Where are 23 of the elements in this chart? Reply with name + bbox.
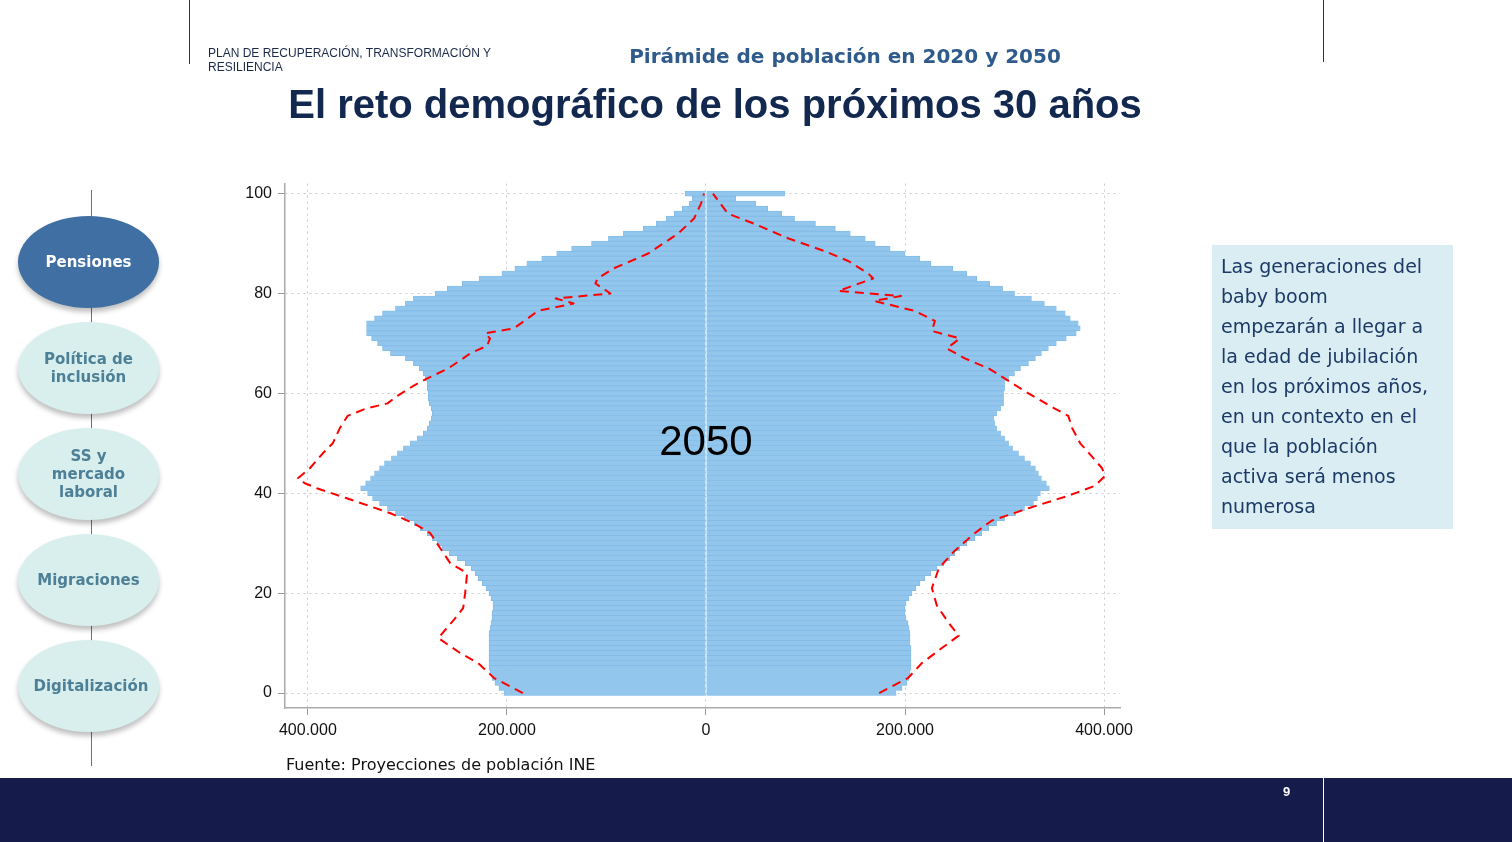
chart-subtitle: Pirámide de población en 2020 y 2050 bbox=[628, 44, 1062, 68]
x-tick-label: 400.000 bbox=[1075, 721, 1134, 739]
oval-tab: Política de inclusión bbox=[18, 322, 159, 414]
y-tick-label: 60 bbox=[254, 383, 273, 401]
oval-tab: Pensiones bbox=[18, 216, 159, 308]
text: Las generaciones del baby boom empezarán a llegar a la edad de jubilación en los próximos años, en un contexto en el que la población activa será menos numerosa bbox=[1221, 255, 1428, 517]
y-tick-label: 80 bbox=[254, 283, 273, 301]
x-tick-label: 0 bbox=[701, 721, 711, 739]
oval-tab: Digitalización bbox=[18, 640, 159, 732]
source-note: Fuente: Proyecciones de población INE bbox=[286, 755, 596, 774]
x-tick-label: 200.000 bbox=[876, 721, 935, 739]
oval-tab: Migraciones bbox=[18, 534, 159, 626]
y-tick-label: 40 bbox=[254, 483, 273, 501]
x-tick-label: 400.000 bbox=[278, 721, 337, 739]
text: 9 bbox=[1283, 784, 1291, 799]
y-tick-label: 100 bbox=[245, 183, 273, 201]
chart-title: El reto demográfico de los próximos 30 años bbox=[287, 82, 1143, 127]
y-tick-label: 0 bbox=[263, 683, 273, 701]
oval-tab: SS y mercado laboral bbox=[18, 428, 159, 520]
annotation: 2050 bbox=[659, 416, 753, 464]
y-tick-label: 20 bbox=[254, 583, 273, 601]
x-tick-label: 200.000 bbox=[478, 721, 536, 739]
text: PLAN DE RECUPERACIÓN, TRANSFORMACIÓN Y RESILIENCIA bbox=[208, 46, 492, 74]
